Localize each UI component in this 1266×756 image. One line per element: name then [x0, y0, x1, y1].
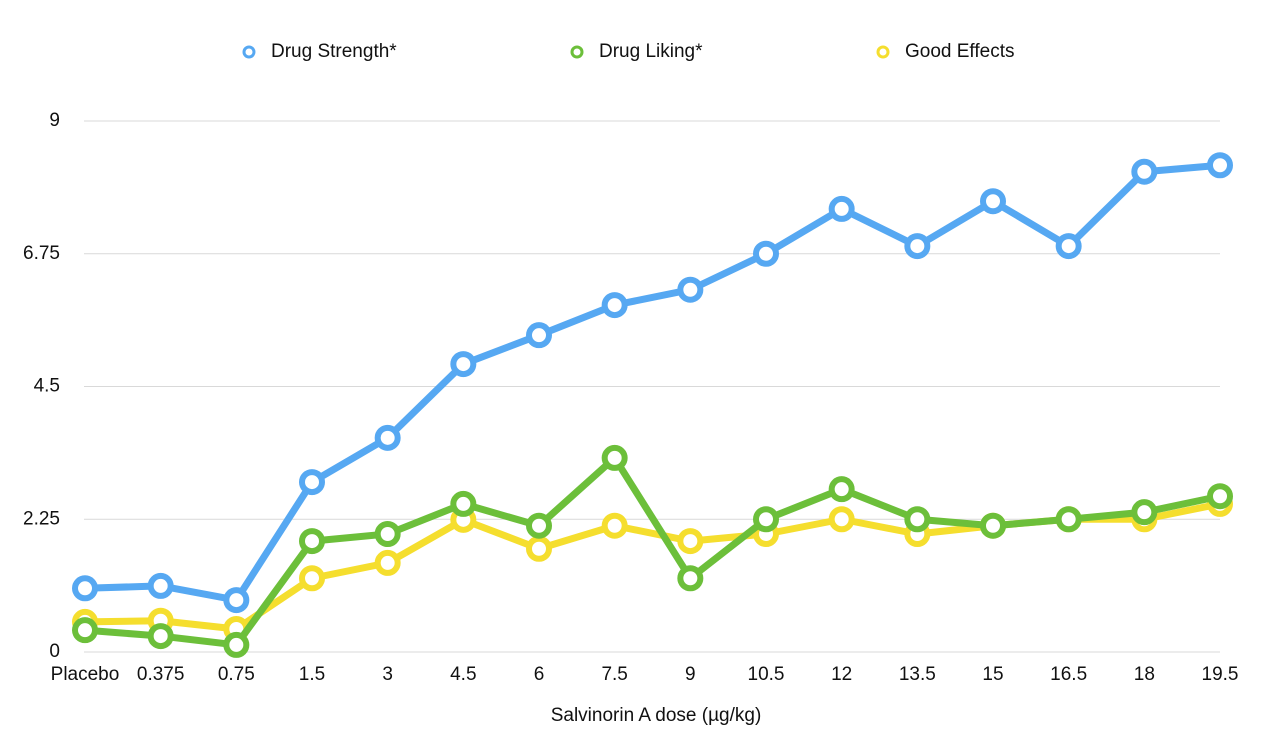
data-point: [147, 572, 174, 599]
data-point: [299, 469, 325, 496]
x-tick-label: 0.75: [218, 664, 255, 685]
data-point: [980, 188, 1006, 215]
series: [72, 152, 1233, 614]
data-point: [526, 322, 552, 349]
x-tick-label: 16.5: [1050, 664, 1087, 685]
data-point: [601, 292, 628, 319]
data-point: [1131, 158, 1158, 185]
series: [72, 444, 1233, 658]
data-point: [72, 575, 98, 602]
data-point: [980, 512, 1006, 539]
x-tick-label: 10.5: [748, 664, 785, 685]
data-point: [828, 476, 855, 503]
data-point: [1207, 483, 1233, 510]
legend-label: Drug Liking*: [599, 41, 703, 62]
data-point: [526, 535, 552, 562]
data-point: [299, 528, 325, 555]
x-tick-label: 6: [534, 664, 545, 685]
x-tick-label: 3: [382, 664, 393, 685]
data-point: [753, 240, 779, 267]
data-point: [450, 351, 477, 378]
data-point: [374, 549, 401, 576]
data-point: [1207, 152, 1233, 179]
x-axis-title: Salvinorin A dose (µg/kg): [551, 705, 762, 726]
series-line: [81, 454, 1224, 649]
data-point: [601, 512, 628, 539]
legend-label: Drug Strength*: [271, 41, 397, 62]
data-point: [450, 490, 477, 517]
x-tick-label: 13.5: [899, 664, 936, 685]
legend-marker: [876, 45, 890, 59]
data-point: [753, 506, 779, 533]
x-tick-label: 0.375: [137, 664, 185, 685]
y-tick-label: 0: [49, 641, 60, 662]
data-point: [223, 587, 250, 614]
y-tick-label: 4.5: [34, 376, 60, 397]
data-point: [374, 424, 401, 451]
data-point: [72, 617, 98, 644]
data-point: [828, 195, 855, 222]
y-tick-label: 6.75: [23, 243, 60, 264]
x-tick-label: 9: [685, 664, 696, 685]
data-point: [374, 521, 401, 547]
x-tick-label: 7.5: [601, 664, 627, 685]
series-line: [81, 161, 1224, 604]
y-tick-label: 2.25: [23, 508, 60, 529]
x-tick-label: 4.5: [450, 664, 476, 685]
data-point: [677, 565, 704, 592]
x-tick-label: 1.5: [299, 664, 325, 685]
y-tick-label: 9: [49, 110, 60, 131]
x-tick-label: 18: [1134, 664, 1155, 685]
legend-label: Good Effects: [905, 41, 1015, 62]
data-point: [677, 276, 704, 303]
data-point: [526, 512, 552, 539]
data-point: [147, 623, 174, 650]
data-point: [601, 444, 628, 471]
x-tick-label: 19.5: [1202, 664, 1239, 685]
legend-marker: [570, 45, 584, 59]
x-tick-label: 12: [831, 664, 852, 685]
data-point: [904, 506, 931, 533]
x-tick-label: Placebo: [51, 664, 120, 685]
x-tick-label: 15: [982, 664, 1003, 685]
data-point: [904, 233, 931, 260]
data-point: [677, 528, 704, 555]
legend-marker: [242, 45, 256, 59]
data-point: [1055, 506, 1082, 533]
data-point: [1131, 499, 1158, 526]
data-point: [299, 565, 325, 592]
data-point: [223, 631, 250, 658]
data-point: [1055, 233, 1082, 260]
data-point: [828, 506, 855, 533]
